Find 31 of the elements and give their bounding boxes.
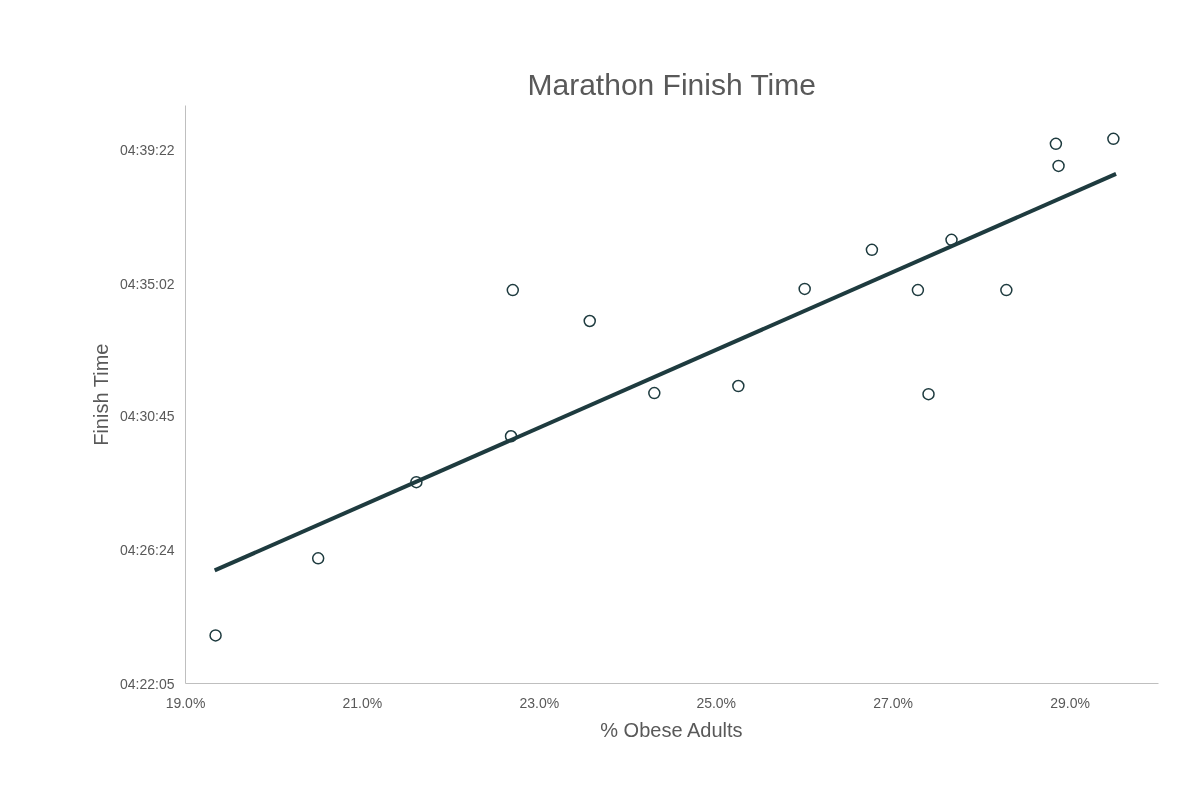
point (732, 379, 745, 393)
point (583, 314, 596, 328)
y-tick-label: 04:30:45 (120, 407, 175, 424)
point (648, 386, 661, 400)
chart-title: Marathon Finish Time (527, 67, 816, 101)
point (911, 283, 925, 297)
x-tick-label: 19.0% (165, 694, 206, 711)
x-tick-label: 29.0% (1050, 694, 1090, 711)
point (1052, 159, 1065, 173)
y-axis-title: Finish Time (90, 343, 112, 446)
point (209, 629, 222, 642)
point (865, 243, 879, 257)
point (410, 475, 423, 489)
y-tick-label: 04:35:02 (120, 275, 175, 292)
y-tick-label: 04:39:22 (120, 141, 175, 158)
x-tick-label: 21.0% (342, 694, 383, 711)
point (1000, 283, 1013, 297)
point (1049, 137, 1063, 151)
y-tick-label: 04:26:24 (120, 542, 175, 559)
point (311, 552, 325, 565)
point (798, 282, 811, 296)
y-tick-label: 04:22:05 (120, 675, 175, 692)
point (504, 430, 518, 443)
point (922, 387, 935, 401)
x-tick-label: 23.0% (519, 694, 560, 711)
x-axis-title: % Obese Adults (600, 718, 743, 741)
point (945, 233, 958, 247)
x-tick-label: 27.0% (873, 694, 913, 711)
point (1107, 132, 1120, 146)
x-tick-label: 25.0% (696, 694, 737, 711)
point (506, 283, 520, 297)
